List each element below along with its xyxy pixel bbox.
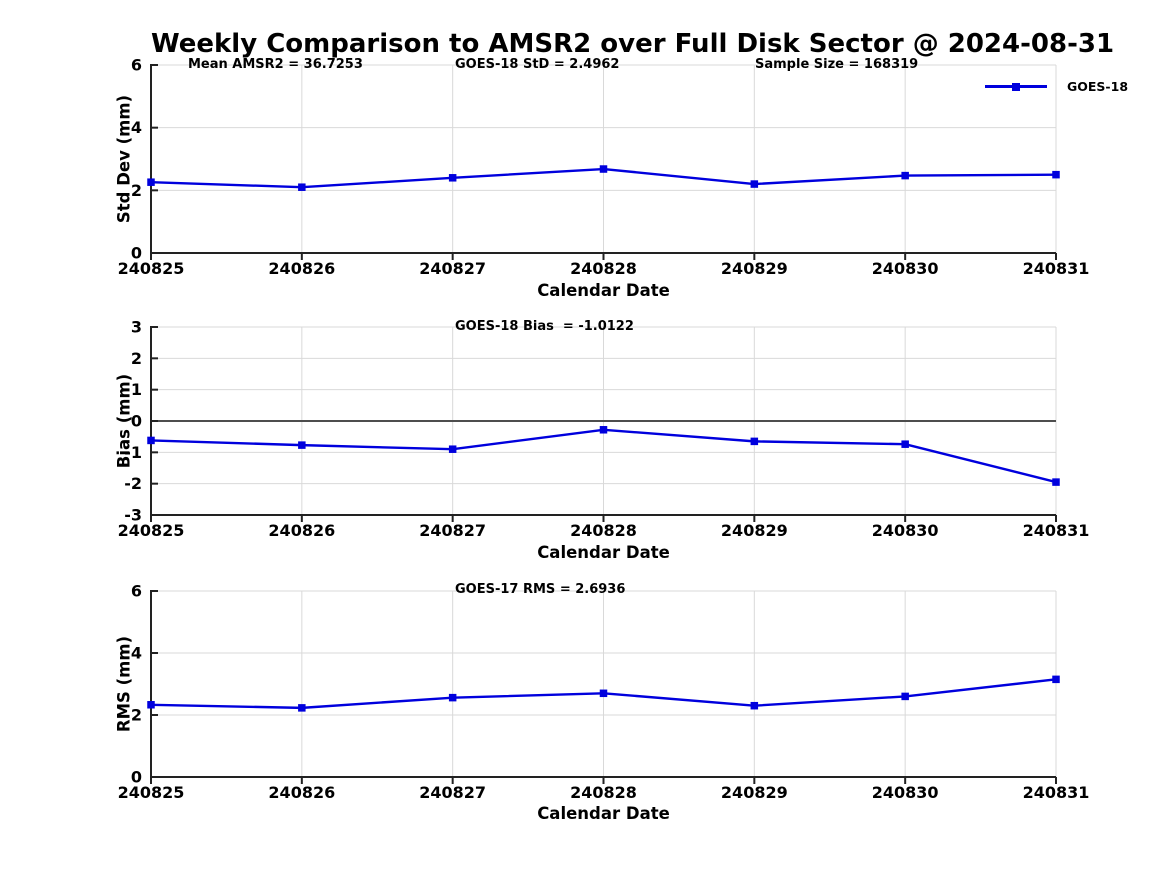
data-point-marker	[901, 692, 909, 701]
data-point-marker	[448, 445, 457, 453]
annotation-mean-amsr2: Mean AMSR2 = 36.7253	[188, 57, 363, 72]
x-tick-label: 240831	[1023, 259, 1090, 278]
data-point-marker	[147, 178, 155, 186]
data-point-marker	[448, 693, 457, 702]
legend-square-marker-icon	[1012, 82, 1020, 91]
data-point-marker	[599, 426, 608, 434]
x-tick-label: 240830	[872, 259, 939, 278]
legend: GOES-18	[985, 78, 1128, 95]
x-tick-label: 240830	[872, 783, 939, 802]
y-tick-label: 6	[131, 56, 142, 75]
x-tick-label: 240826	[268, 259, 335, 278]
x-tick-label: 240826	[268, 783, 335, 802]
y-tick-label: -2	[124, 474, 142, 493]
xlabel-calendar-date-3: Calendar Date	[537, 804, 670, 823]
data-point-marker	[901, 440, 909, 448]
x-tick-label: 240825	[118, 783, 185, 802]
data-point-marker	[750, 180, 759, 188]
x-tick-label: 240827	[419, 783, 486, 802]
annotation-goes17-rms: GOES-17 RMS = 2.6936	[455, 582, 626, 597]
y-tick-label: 2	[131, 706, 142, 725]
y-tick-label: 0	[131, 244, 142, 263]
x-tick-label: 240829	[721, 259, 788, 278]
ylabel-rms: RMS (mm)	[114, 635, 134, 733]
x-tick-label: 240828	[570, 259, 637, 278]
x-tick-label: 240827	[419, 521, 486, 540]
y-tick-label: 2	[131, 349, 142, 368]
x-tick-label: 240827	[419, 259, 486, 278]
x-tick-label: 240826	[268, 521, 335, 540]
data-point-marker	[448, 174, 457, 182]
data-point-marker	[1052, 478, 1060, 486]
data-point-marker	[298, 704, 306, 712]
ylabel-std-dev: Std Dev (mm)	[114, 94, 134, 224]
data-point-marker	[147, 436, 155, 445]
data-point-marker	[1052, 170, 1060, 179]
y-tick-label: 1	[131, 380, 142, 399]
legend-label: GOES-18	[1067, 79, 1129, 94]
data-point-marker	[298, 441, 306, 449]
data-point-marker	[599, 165, 608, 173]
ylabel-bias: Bias (mm)	[114, 373, 134, 469]
x-tick-label: 240825	[118, 521, 185, 540]
annotation-goes18-std: GOES-18 StD = 2.4962	[455, 57, 620, 72]
y-tick-label: 0	[131, 412, 142, 431]
x-tick-label: 240825	[118, 259, 185, 278]
annotation-sample-size: Sample Size = 168319	[755, 57, 919, 72]
annotation-goes18-bias: GOES-18 Bias = -1.0122	[455, 319, 634, 334]
x-tick-label: 240829	[721, 521, 788, 540]
y-tick-label: 0	[131, 768, 142, 787]
x-tick-label: 240831	[1023, 783, 1090, 802]
data-point-marker	[901, 171, 909, 180]
x-tick-label: 240828	[570, 521, 637, 540]
y-tick-label: -3	[124, 506, 142, 525]
y-tick-label: 4	[131, 118, 142, 137]
y-tick-label: 6	[131, 582, 142, 601]
y-tick-label: 4	[131, 644, 142, 663]
figure-title: Weekly Comparison to AMSR2 over Full Dis…	[151, 29, 1115, 59]
data-point-marker	[750, 701, 759, 710]
x-tick-label: 240828	[570, 783, 637, 802]
y-tick-label: -1	[124, 443, 142, 462]
xlabel-calendar-date-1: Calendar Date	[537, 281, 670, 300]
legend-line-sample	[985, 82, 1047, 91]
x-tick-label: 240831	[1023, 521, 1090, 540]
data-point-marker	[298, 183, 306, 191]
x-tick-label: 240830	[872, 521, 939, 540]
data-point-marker	[1052, 675, 1060, 684]
x-tick-label: 240829	[721, 783, 788, 802]
y-tick-label: 2	[131, 181, 142, 200]
xlabel-calendar-date-2: Calendar Date	[537, 543, 670, 562]
y-tick-label: 3	[131, 318, 142, 337]
data-point-marker	[750, 437, 759, 446]
data-point-marker	[599, 689, 608, 698]
data-point-marker	[147, 701, 155, 709]
